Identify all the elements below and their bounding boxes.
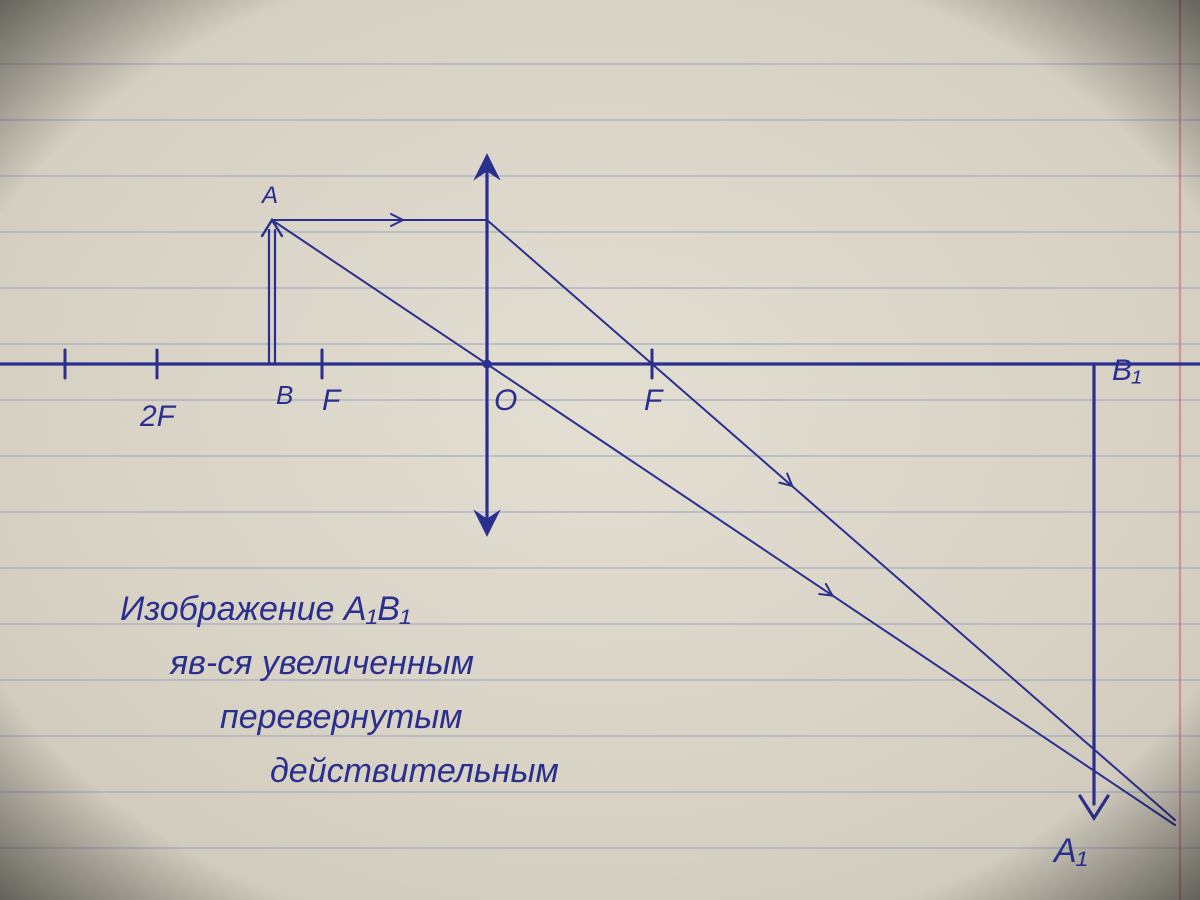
- optics-diagram: [0, 0, 1200, 900]
- photo-vignette: [0, 0, 1200, 900]
